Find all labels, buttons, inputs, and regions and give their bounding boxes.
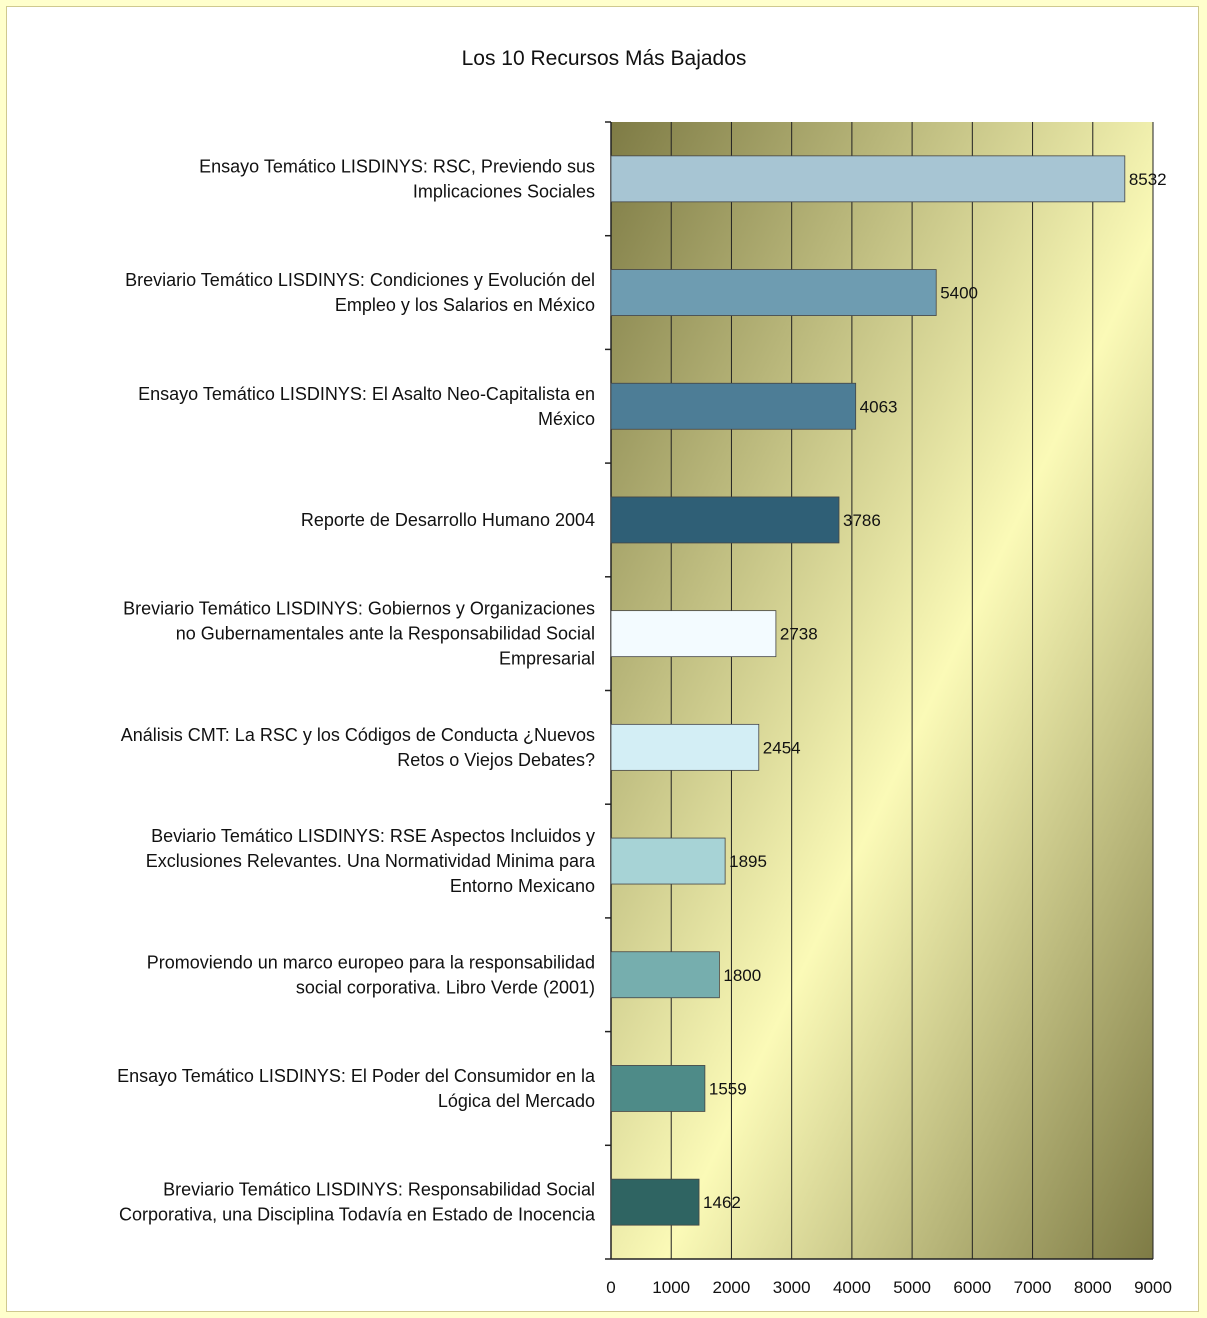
chart-frame: Los 10 Recursos Más Bajados 8532 5400 4063… [6, 6, 1199, 1312]
x-tick-labels: 0 1000 2000 3000 4000 5000 6000 7000 8000 9000 [606, 1278, 1172, 1297]
chart-title: Los 10 Recursos Más Bajados [462, 47, 747, 70]
x-tick-label: 7000 [1014, 1278, 1052, 1297]
x-tick-label: 5000 [893, 1278, 931, 1297]
x-tick-label: 4000 [833, 1278, 871, 1297]
category-label: Ensayo Temático LISDINYS: El Poder del C… [117, 1066, 596, 1111]
bar [610, 837, 726, 885]
data-label: 1462 [703, 1193, 741, 1212]
bar [610, 1178, 700, 1226]
category-label: Reporte de Desarrollo Humano 2004 [301, 510, 595, 530]
bar [610, 1065, 706, 1112]
bar [610, 496, 840, 544]
bar [610, 951, 720, 999]
x-tick-label: 2000 [713, 1278, 751, 1297]
x-tick-label: 0 [606, 1278, 615, 1297]
bar [610, 723, 760, 771]
data-label: 1559 [709, 1079, 747, 1098]
category-label: Promoviendo un marco europeo para la res… [147, 952, 595, 997]
data-label: 2454 [763, 738, 801, 757]
category-label: Beviario Temático LISDINYS: RSE Aspectos… [146, 826, 596, 896]
bar-chart: Los 10 Recursos Más Bajados 8532 5400 4063… [117, 47, 1172, 1297]
bar [610, 155, 1126, 203]
x-tick-label: 3000 [773, 1278, 811, 1297]
data-label: 2738 [780, 625, 818, 644]
data-label: 1895 [729, 852, 767, 871]
x-tick-label: 6000 [953, 1278, 991, 1297]
data-label: 5400 [940, 284, 978, 303]
bar [610, 269, 937, 316]
category-label: Breviario Temático LISDINYS: Gobiernos y… [123, 599, 595, 669]
category-label: Breviario Temático LISDINYS: Condiciones… [125, 270, 595, 315]
x-tick-label: 9000 [1134, 1278, 1172, 1297]
category-label: Breviario Temático LISDINYS: Responsabil… [119, 1180, 596, 1225]
bar [610, 382, 857, 430]
x-tick-label: 1000 [652, 1278, 690, 1297]
category-label: Ensayo Temático LISDINYS: RSC, Previendo… [199, 156, 595, 201]
category-label: Ensayo Temático LISDINYS: El Asalto Neo-… [138, 384, 595, 429]
data-label: 8532 [1129, 170, 1167, 189]
data-label: 1800 [723, 966, 761, 985]
bar [610, 610, 777, 658]
bars: 8532 5400 4063 3786 2738 2454 1895 1800 1559 1462 [610, 155, 1167, 1226]
category-labels: Ensayo Temático LISDINYS: RSC, Previendo… [117, 156, 596, 1224]
data-label: 4063 [860, 397, 898, 416]
x-tick-label: 8000 [1074, 1278, 1112, 1297]
data-label: 3786 [843, 511, 881, 530]
category-label: Análisis CMT: La RSC y los Códigos de Co… [121, 725, 595, 770]
